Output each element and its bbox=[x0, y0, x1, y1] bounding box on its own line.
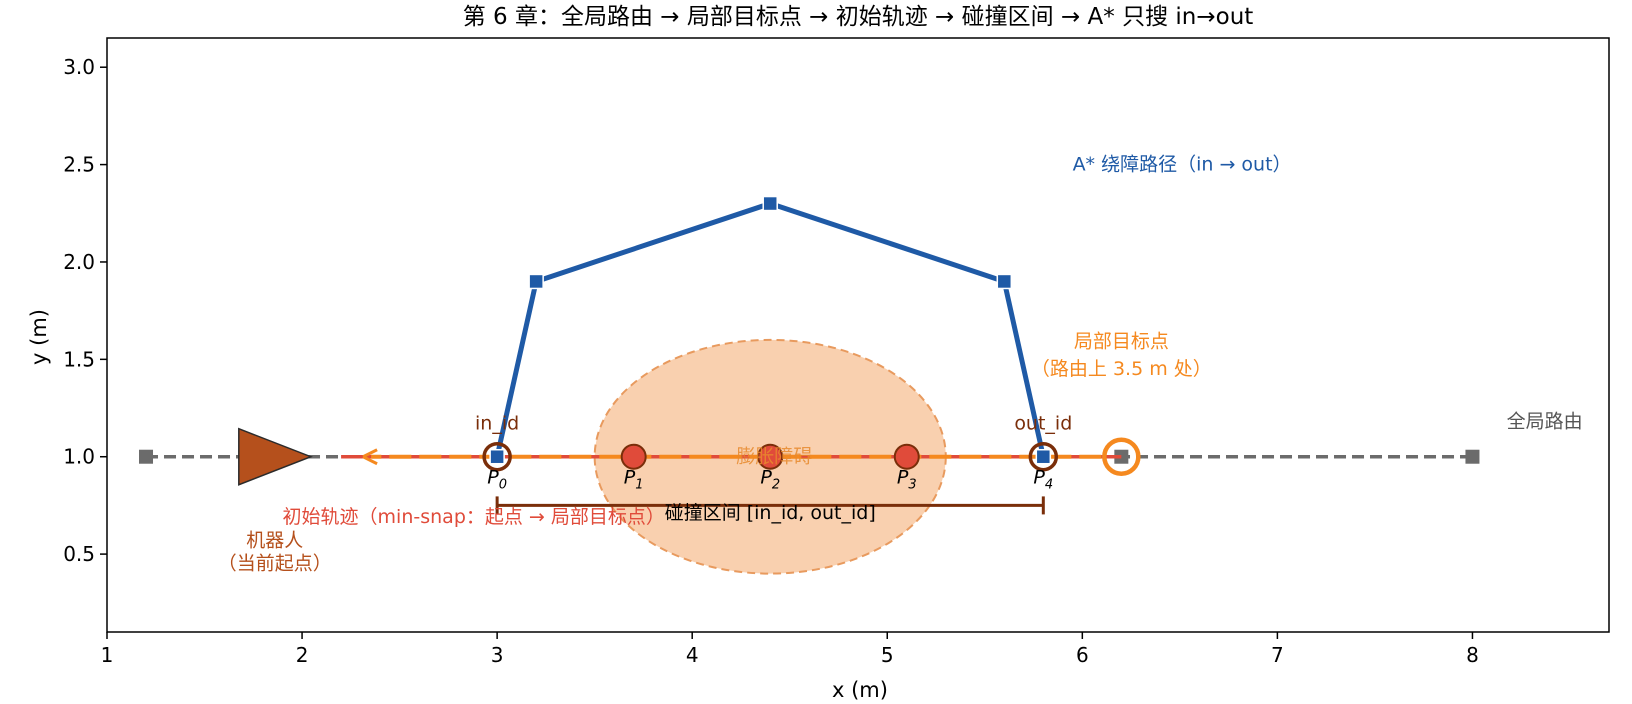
y-tick-label: 3.0 bbox=[63, 55, 95, 79]
trajectory-point-marker bbox=[620, 443, 647, 470]
trajectory-point-marker bbox=[757, 443, 784, 470]
y-tick-label: 0.5 bbox=[63, 542, 95, 566]
out-id-label: out_id bbox=[1014, 412, 1072, 434]
x-tick-label: 5 bbox=[881, 643, 894, 667]
local-goal-arrow-head bbox=[362, 448, 378, 466]
y-axis-label: y (m) bbox=[27, 309, 51, 365]
plot-frame bbox=[106, 37, 1610, 633]
in-id-label: in_id bbox=[475, 412, 519, 434]
plot-area: P0 P1 P2 P3 P4 bbox=[139, 195, 1480, 575]
collision-endpoint-marker bbox=[1028, 441, 1059, 472]
obstacle-label: 膨胀障碍 bbox=[736, 446, 812, 468]
global-route-node bbox=[139, 449, 154, 464]
astar-node bbox=[528, 273, 544, 290]
robot-marker bbox=[238, 427, 313, 486]
initial-trajectory-label: 初始轨迹（min-snap：起点 → 局部目标点） bbox=[283, 506, 665, 528]
y-tick-label: 1.0 bbox=[63, 445, 95, 469]
collision-interval-label: 碰撞区间 [in_id, out_id] bbox=[665, 502, 876, 524]
y-tick-label: 2.0 bbox=[63, 250, 95, 274]
local-goal-marker bbox=[1102, 437, 1141, 476]
chart-title: 第 6 章：全局路由 → 局部目标点 → 初始轨迹 → 碰撞区间 → A* 只搜… bbox=[463, 4, 1254, 30]
y-tick-label: 1.5 bbox=[63, 347, 95, 371]
local-goal-label: 局部目标点 bbox=[1074, 331, 1169, 353]
global-route-label: 全局路由 bbox=[1507, 411, 1583, 433]
axes: 1 2 3 4 5 6 7 8 0.5 1.0 1.5 2.0 2.5 3.0 bbox=[63, 37, 1610, 667]
astar-path-label: A* 绕障路径（in → out） bbox=[1073, 153, 1292, 175]
annotations: 全局路由 A* 绕障路径（in → out） 局部目标点 （路由上 3.5 m 处） i… bbox=[218, 153, 1583, 574]
y-tick-label: 2.5 bbox=[63, 153, 95, 177]
robot-sublabel: （当前起点） bbox=[218, 553, 332, 575]
robot-label: 机器人 bbox=[246, 529, 303, 551]
x-tick-label: 2 bbox=[296, 643, 309, 667]
x-tick-label: 3 bbox=[491, 643, 504, 667]
x-tick-label: 4 bbox=[686, 643, 699, 667]
local-goal-sublabel: （路由上 3.5 m 处） bbox=[1031, 358, 1212, 380]
x-axis-label: x (m) bbox=[832, 678, 888, 702]
x-tick-label: 1 bbox=[101, 643, 114, 667]
x-tick-label: 6 bbox=[1076, 643, 1089, 667]
astar-node bbox=[996, 273, 1013, 290]
trajectory-point-marker bbox=[893, 443, 920, 470]
astar-node bbox=[1035, 448, 1052, 465]
collision-endpoint-marker bbox=[482, 441, 512, 472]
x-tick-label: 7 bbox=[1271, 643, 1284, 667]
global-route-node bbox=[1465, 449, 1480, 464]
astar-node bbox=[762, 195, 778, 212]
astar-node bbox=[489, 448, 505, 465]
x-tick-label: 8 bbox=[1466, 643, 1479, 667]
